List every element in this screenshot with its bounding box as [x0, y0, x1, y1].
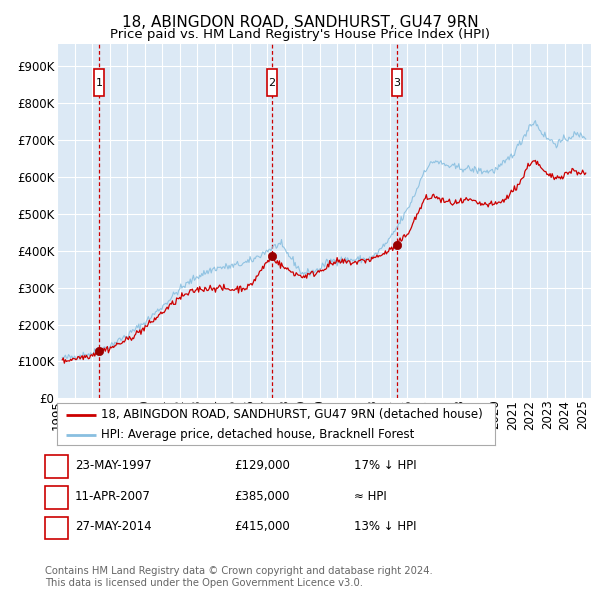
- Text: 11-APR-2007: 11-APR-2007: [75, 490, 151, 503]
- Text: HPI: Average price, detached house, Bracknell Forest: HPI: Average price, detached house, Brac…: [101, 428, 414, 441]
- FancyBboxPatch shape: [392, 70, 402, 96]
- FancyBboxPatch shape: [94, 70, 104, 96]
- Text: 3: 3: [53, 520, 60, 533]
- Text: ≈ HPI: ≈ HPI: [354, 490, 387, 503]
- Text: 27-MAY-2014: 27-MAY-2014: [75, 520, 152, 533]
- Text: 1: 1: [95, 78, 103, 87]
- Text: £415,000: £415,000: [234, 520, 290, 533]
- Text: 13% ↓ HPI: 13% ↓ HPI: [354, 520, 416, 533]
- Text: 2: 2: [53, 490, 60, 503]
- Text: 1: 1: [53, 459, 60, 472]
- Text: 23-MAY-1997: 23-MAY-1997: [75, 459, 152, 472]
- Text: 18, ABINGDON ROAD, SANDHURST, GU47 9RN (detached house): 18, ABINGDON ROAD, SANDHURST, GU47 9RN (…: [101, 408, 482, 421]
- Text: Price paid vs. HM Land Registry's House Price Index (HPI): Price paid vs. HM Land Registry's House …: [110, 28, 490, 41]
- FancyBboxPatch shape: [267, 70, 277, 96]
- Text: Contains HM Land Registry data © Crown copyright and database right 2024.
This d: Contains HM Land Registry data © Crown c…: [45, 566, 433, 588]
- Text: 18, ABINGDON ROAD, SANDHURST, GU47 9RN: 18, ABINGDON ROAD, SANDHURST, GU47 9RN: [122, 15, 478, 30]
- Text: 2: 2: [268, 78, 275, 87]
- Text: £385,000: £385,000: [234, 490, 290, 503]
- Text: 17% ↓ HPI: 17% ↓ HPI: [354, 459, 416, 472]
- Text: 3: 3: [394, 78, 400, 87]
- Text: £129,000: £129,000: [234, 459, 290, 472]
